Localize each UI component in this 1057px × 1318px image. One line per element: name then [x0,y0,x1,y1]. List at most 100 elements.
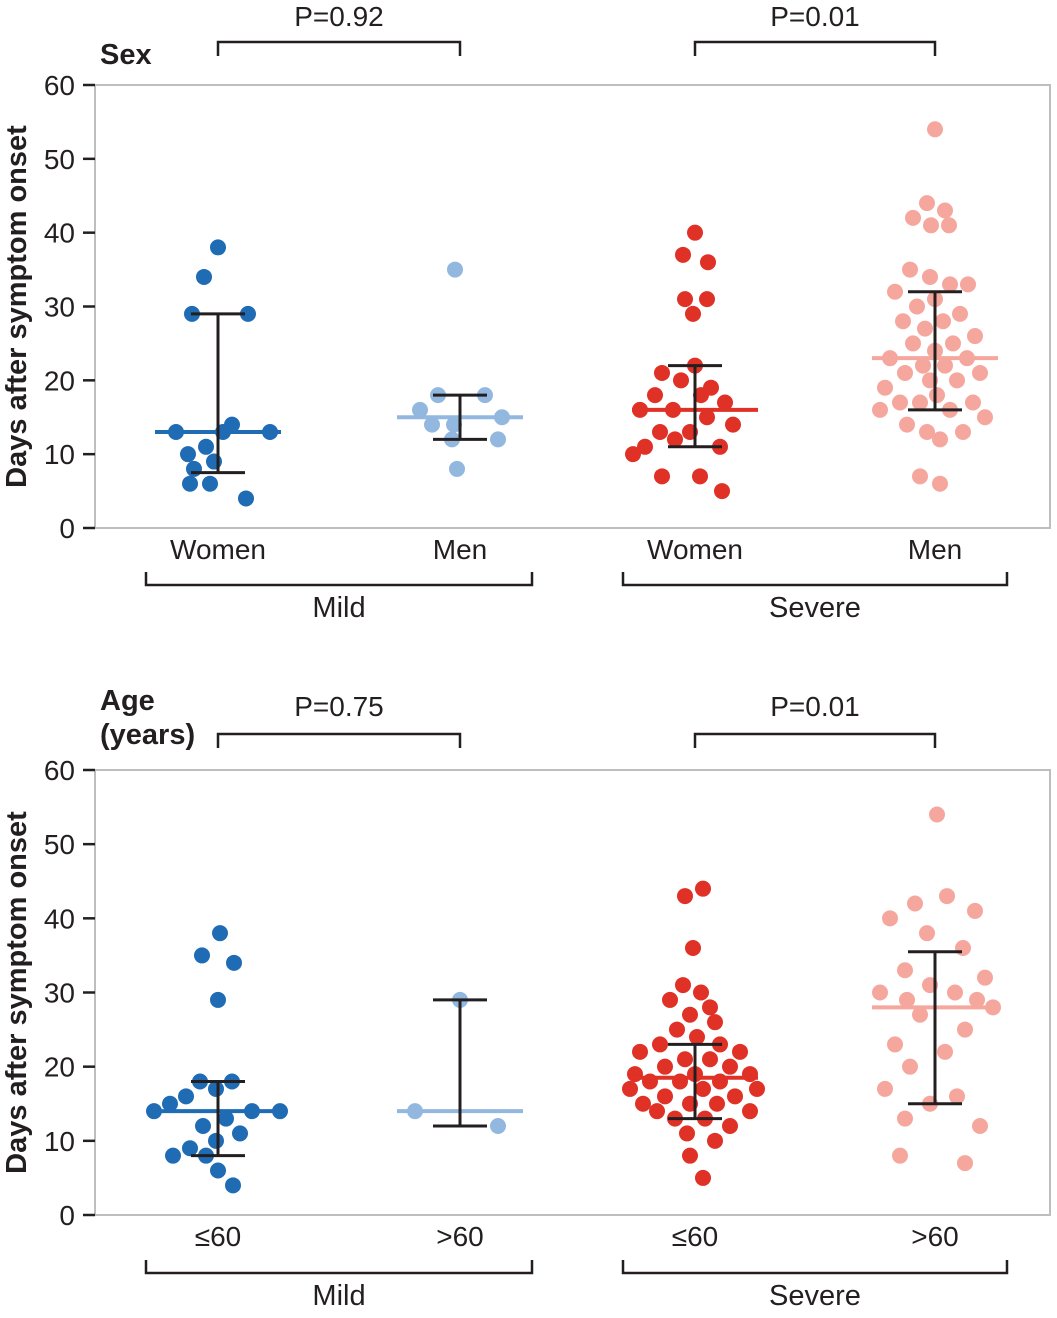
data-point [182,1140,198,1157]
data-point [877,1080,893,1097]
data-point [912,1006,928,1023]
data-point [180,446,196,463]
group-Severe-Women [625,224,758,500]
data-point [929,387,945,404]
data-point [202,475,218,492]
data-point [732,1043,748,1060]
data-point [700,254,716,271]
y-tick-label: 30 [44,978,75,1009]
y-tick-label: 10 [44,1126,75,1157]
data-point [714,483,730,500]
condition-bracket [144,1260,534,1275]
data-point [877,379,893,396]
panel-label: Sex [100,39,152,71]
p-value-label: P=0.01 [770,691,860,722]
data-point [702,999,718,1016]
data-point [899,416,915,433]
y-tick-label: 60 [44,755,75,786]
data-point [232,1125,248,1142]
data-point [182,475,198,492]
data-point [198,438,214,455]
comparison-bracket [216,40,462,56]
data-point [178,1088,194,1105]
data-point [722,1058,738,1075]
y-tick-label: 20 [44,1052,75,1083]
data-point [942,276,958,293]
data-point [208,1132,224,1149]
data-point [937,357,953,374]
condition-bracket [621,572,1009,587]
data-point [146,1103,162,1120]
y-axis-label: Days after symptom onset [1,125,33,488]
data-point [210,239,226,256]
panel-label: Age [100,685,155,717]
data-point [919,925,935,942]
data-point [447,261,463,278]
data-point [917,320,933,337]
data-point [969,991,985,1008]
y-tick-label: 40 [44,903,75,934]
data-point [977,409,993,426]
data-point [652,424,668,441]
x-group-label: Women [170,534,266,565]
data-point [693,984,709,1001]
data-point [685,305,701,322]
condition-bracket [144,572,534,587]
data-point [939,888,955,905]
data-point [892,1147,908,1164]
data-point [635,1095,651,1112]
group-Mild-Men [397,261,523,477]
data-point [208,1080,224,1097]
x-group-label: Men [433,534,487,565]
data-point [238,490,254,507]
data-point [695,880,711,897]
panel-label: (years) [100,719,195,751]
data-point [909,298,925,315]
data-point [702,1051,718,1068]
x-group-label: ≤60 [195,1221,242,1252]
data-point [675,246,691,263]
x-group-label: Women [647,534,743,565]
data-point [667,431,683,448]
plot-frame [94,84,1051,529]
data-point [725,416,741,433]
data-point [240,305,256,322]
y-tick-label: 10 [44,439,75,470]
data-point [654,468,670,485]
data-point [932,475,948,492]
data-point [677,888,693,905]
chart-age-panel: 0 10 20 30 40 50 60 Days after symptom onset Age… [0,648,1057,1318]
data-point [424,416,440,433]
data-point [622,1080,638,1097]
data-point [692,468,708,485]
data-point [947,984,963,1001]
x-group-label: Men [908,534,962,565]
data-point [632,1043,648,1060]
data-point [226,954,242,971]
group-Mild->60 [397,991,523,1134]
data-point [677,291,693,308]
data-point [892,394,908,411]
y-tick-label: 50 [44,829,75,860]
data-point [897,962,913,979]
data-point [722,1118,738,1134]
data-point [919,195,935,212]
comparison-bracket [693,40,937,56]
data-point [967,328,983,345]
data-point [897,364,913,381]
data-point [446,416,462,433]
data-point [637,438,653,455]
group-Severe-≤60 [622,880,765,1186]
data-point [662,991,678,1008]
y-axis-label: Days after symptom onset [1,811,33,1174]
condition-bracket [621,1260,1009,1275]
data-point [685,940,701,956]
data-point [929,806,945,823]
comparison-bracket [216,732,462,748]
data-point [673,372,689,389]
p-value-label: P=0.01 [770,1,860,32]
x-group-label: >60 [911,1221,959,1252]
data-point [955,940,971,956]
y-tick-label: 30 [44,292,75,323]
group-Severe->60 [872,806,1001,1172]
